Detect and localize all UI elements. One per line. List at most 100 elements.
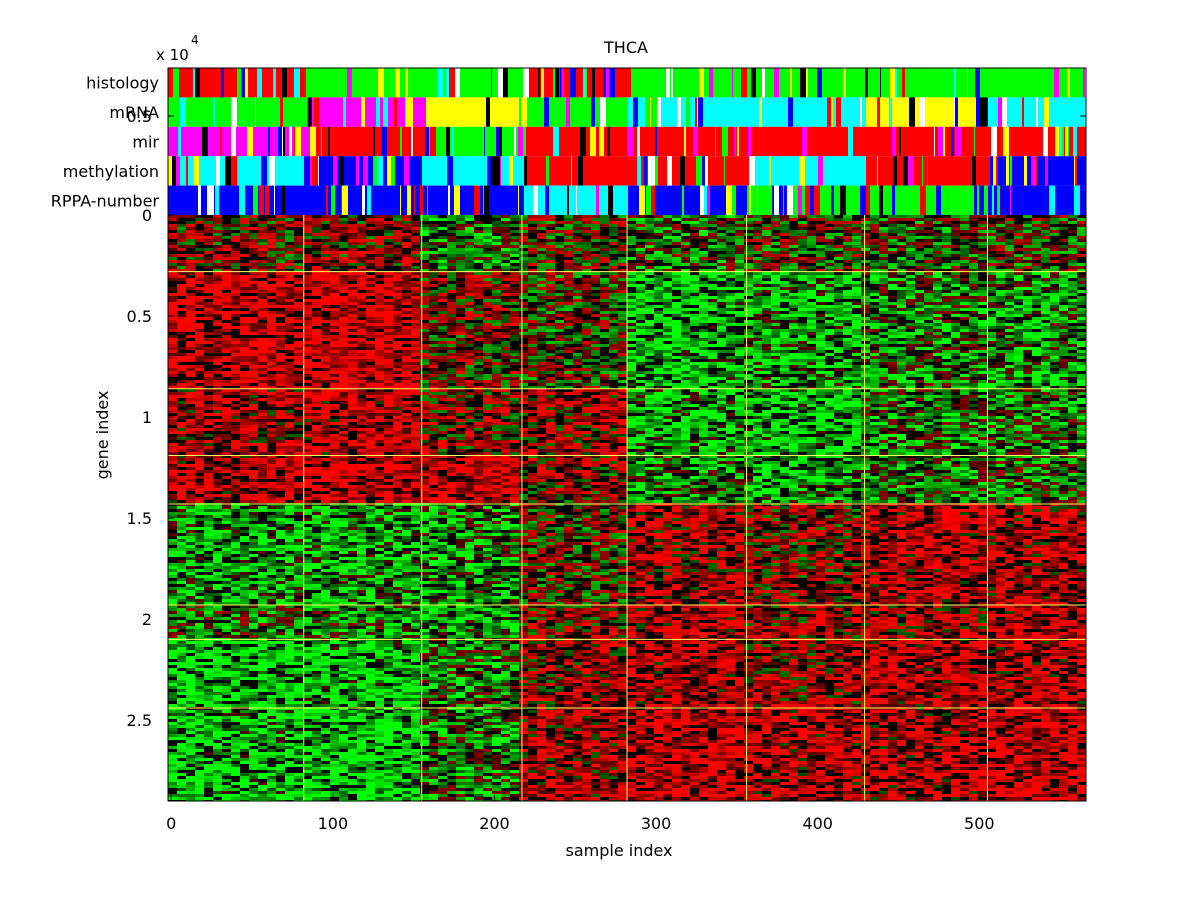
heatmap-cell [204, 413, 213, 416]
heatmap-cell [312, 296, 321, 299]
heatmap-cell [267, 305, 276, 308]
track-segment [663, 156, 665, 186]
heatmap-cell [204, 524, 213, 527]
heatmap-cell [186, 350, 195, 353]
heatmap-cell [267, 497, 276, 500]
heatmap-cell [285, 773, 294, 776]
heatmap-cell [294, 455, 303, 458]
heatmap-cell [204, 554, 213, 557]
heatmap-cell [204, 395, 213, 398]
heatmap-cell [195, 446, 204, 449]
heatmap-cell [285, 629, 294, 632]
heatmap-cell [249, 533, 258, 536]
heatmap-cell [312, 791, 321, 794]
heatmap-cell [231, 524, 240, 527]
heatmap-cell [321, 416, 330, 419]
track-segment [717, 185, 719, 215]
heatmap-cell [303, 728, 312, 731]
track-segment [482, 68, 485, 98]
heatmap-cell [276, 695, 285, 698]
heatmap-cell [312, 335, 321, 338]
heatmap-cell [186, 374, 195, 377]
heatmap-cell [186, 458, 195, 461]
track-segment [618, 156, 621, 186]
track-segment [414, 68, 420, 98]
heatmap-cell [213, 308, 222, 311]
heatmap-cell [267, 455, 276, 458]
heatmap-cell [231, 605, 240, 608]
heatmap-cell [168, 620, 177, 623]
heatmap-cell [321, 320, 330, 323]
heatmap-cell [231, 794, 240, 797]
heatmap-cell [276, 434, 285, 437]
heatmap-cell [213, 464, 222, 467]
track-segment [1030, 126, 1033, 157]
heatmap-cell [303, 443, 312, 446]
heatmap-cell [177, 497, 186, 500]
track-segment [645, 185, 646, 215]
heatmap-cell [195, 662, 204, 665]
heatmap-cell [186, 737, 195, 740]
track-segment [726, 68, 732, 98]
heatmap-cell [258, 443, 267, 446]
heatmap-cell [213, 701, 222, 704]
heatmap-cell [195, 563, 204, 566]
heatmap-cell [303, 710, 312, 713]
heatmap-cell [168, 452, 177, 455]
heatmap-cell [285, 323, 294, 326]
heatmap-cell [267, 419, 276, 422]
heatmap-cell [177, 692, 186, 695]
heatmap-cell [186, 491, 195, 494]
track-segment [184, 68, 188, 98]
heatmap-cell [168, 758, 177, 761]
heatmap-cell [258, 698, 267, 701]
heatmap-cell [330, 215, 339, 218]
track-segment [720, 97, 725, 127]
heatmap-cell [240, 308, 249, 311]
heatmap-cell [258, 650, 267, 653]
heatmap-cell [222, 596, 231, 599]
heatmap-cell [285, 467, 294, 470]
heatmap-cell [303, 746, 312, 749]
track-segment [679, 185, 682, 215]
heatmap-cell [312, 347, 321, 350]
track-segment [188, 68, 193, 98]
heatmap-cell [312, 674, 321, 677]
heatmap-cell [186, 287, 195, 290]
heatmap-cell [195, 641, 204, 644]
heatmap-cell [231, 527, 240, 530]
heatmap-cell [285, 275, 294, 278]
heatmap-cell [213, 758, 222, 761]
track-segment [647, 156, 648, 186]
heatmap-cell [258, 374, 267, 377]
heatmap-cell [213, 773, 222, 776]
heatmap-cell [195, 236, 204, 239]
heatmap-cell [258, 770, 267, 773]
heatmap-cell [249, 629, 258, 632]
heatmap-cell [213, 335, 222, 338]
heatmap-cell [285, 419, 294, 422]
track-segment [333, 126, 336, 157]
heatmap-cell [258, 794, 267, 797]
heatmap-cell [258, 329, 267, 332]
track-segment [969, 97, 971, 127]
heatmap-cell [177, 230, 186, 233]
track-segment [1018, 68, 1021, 98]
heatmap-cell [303, 347, 312, 350]
heatmap-cell [249, 635, 258, 638]
heatmap-cell [204, 761, 213, 764]
heatmap-cell [168, 257, 177, 260]
heatmap-cell [168, 554, 177, 557]
heatmap-cell [330, 347, 339, 350]
heatmap-cell [177, 743, 186, 746]
heatmap-cell [249, 392, 258, 395]
track-segment [883, 126, 889, 157]
track-segment [866, 156, 871, 186]
heatmap-cell [267, 389, 276, 392]
heatmap-cell [303, 530, 312, 533]
heatmap-cell [267, 641, 276, 644]
heatmap-cell [195, 266, 204, 269]
heatmap-cell [249, 758, 258, 761]
track-segment [927, 97, 929, 127]
heatmap-cell [258, 494, 267, 497]
